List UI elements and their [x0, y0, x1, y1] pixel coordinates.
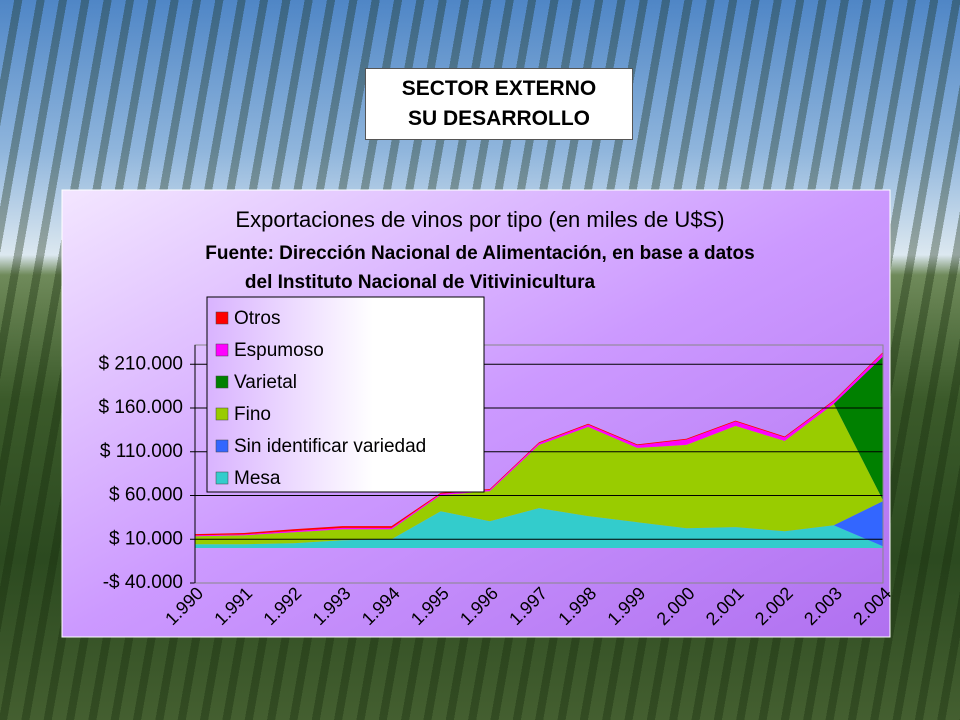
legend-swatch	[215, 343, 229, 357]
area	[195, 403, 883, 545]
legend-label: Otros	[234, 308, 280, 329]
legend-swatch	[215, 407, 229, 421]
legend-label: Fino	[234, 404, 271, 425]
chart-title: Exportaciones de vinos por tipo (en mile…	[235, 207, 724, 232]
legend-label: Varietal	[234, 372, 297, 393]
y-tick-label: $ 160.000	[98, 397, 183, 418]
legend-swatch	[215, 439, 229, 453]
legend-swatch	[215, 375, 229, 389]
slide-title: SECTOR EXTERNO SU DESARROLLO	[365, 68, 633, 140]
y-tick-label: $ 110.000	[100, 441, 183, 462]
legend-swatch	[215, 311, 229, 325]
chart-subtitle: Fuente: Dirección Nacional de Alimentaci…	[205, 243, 754, 264]
title-line: SU DESARROLLO	[407, 107, 590, 130]
area	[195, 508, 883, 548]
legend-label: Mesa	[234, 468, 281, 489]
legend-label: Sin identificar variedad	[234, 436, 426, 457]
legend-swatch	[215, 471, 229, 485]
chart-subtitle: del Instituto Nacional de Vitivinicultur…	[245, 272, 596, 293]
y-tick-label: $ 60.000	[109, 485, 183, 506]
y-tick-label: $ 10.000	[109, 528, 183, 549]
y-tick-label: $ 210.000	[98, 353, 183, 374]
legend-box	[206, 296, 485, 493]
y-tick-label: -$ 40.000	[103, 572, 183, 593]
legend-label: Espumoso	[234, 340, 324, 361]
title-line: SECTOR EXTERNO	[401, 77, 597, 100]
area	[195, 353, 883, 537]
